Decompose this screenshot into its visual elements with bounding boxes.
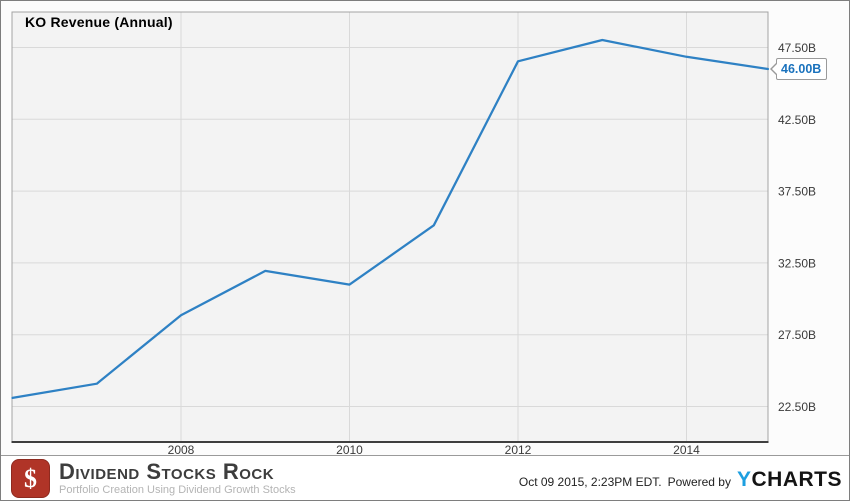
x-axis-tick-label: 2010 [336, 443, 363, 455]
footer: $ Dividend Stocks Rock Portfolio Creatio… [1, 456, 849, 500]
revenue-series-line [11, 38, 770, 400]
dollar-sign-icon: $ [11, 459, 50, 498]
last-value-callout: 46.00B [769, 58, 828, 80]
ycharts-logo[interactable]: YCHARTS [737, 468, 842, 492]
x-axis-tick-label: 2014 [673, 443, 700, 455]
y-axis-tick-label: 42.50B [778, 113, 816, 127]
y-axis-tick-label: 27.50B [778, 328, 816, 342]
plot-border [11, 11, 769, 442]
revenue-line-chart: 47.50B 42.50B 37.50B 32.50B 27.50B 22.50B 2008… [11, 11, 816, 457]
powered-by-label: Powered by [667, 475, 731, 489]
y-axis-tick-label: 22.50B [778, 400, 816, 414]
plot-background [12, 12, 768, 442]
brand-block[interactable]: $ Dividend Stocks Rock Portfolio Creatio… [11, 459, 296, 498]
brand-name: Dividend Stocks Rock [59, 459, 275, 484]
x-axis-tick-label: 2012 [505, 443, 532, 455]
y-axis-tick-label: 37.50B [778, 185, 816, 199]
brand-tagline: Portfolio Creation Using Dividend Growth… [59, 484, 296, 496]
ycharts-logo-charts: CHARTS [751, 468, 842, 491]
y-axis-tick-label: 32.50B [778, 256, 816, 270]
chart-area: 47.50B 42.50B 37.50B 32.50B 27.50B 22.50B 2008… [1, 1, 849, 457]
x-axis-tick-label: 2008 [168, 443, 195, 455]
timestamp: Oct 09 2015, 2:23PM EDT. [518, 475, 662, 489]
ycharts-logo-y: Y [736, 468, 752, 491]
chart-title: KO Revenue (Annual) [25, 14, 173, 30]
y-axis-tick-label: 47.50B [778, 41, 816, 55]
attribution: Oct 09 2015, 2:23PM EDT. Powered by YCHA… [519, 468, 842, 492]
